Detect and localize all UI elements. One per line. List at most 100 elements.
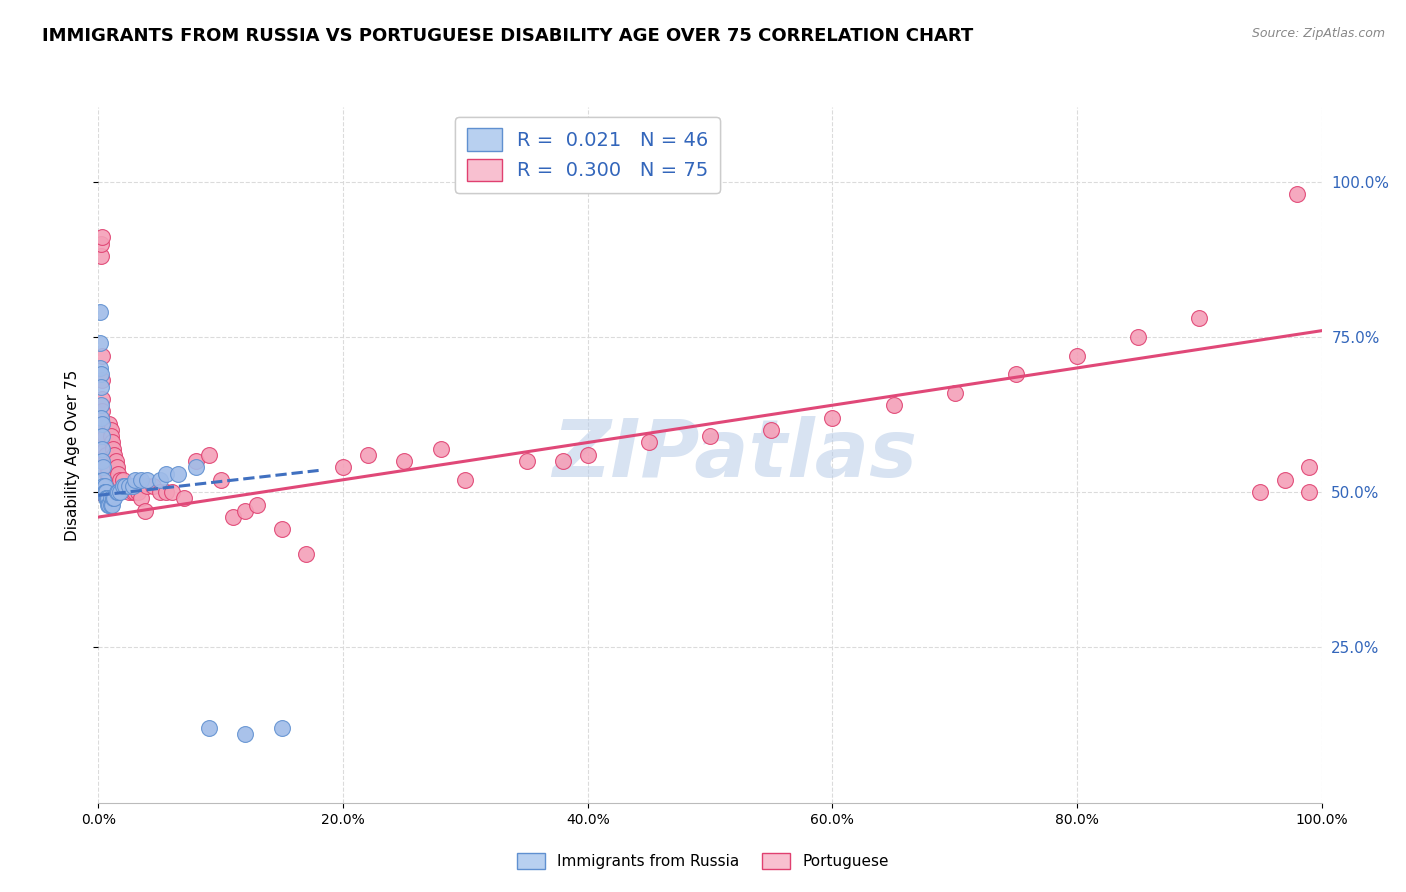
Point xyxy=(97,491,120,506)
Point xyxy=(1274,473,1296,487)
Point xyxy=(89,485,111,500)
Point xyxy=(90,410,112,425)
Point xyxy=(1004,367,1026,381)
Point xyxy=(98,498,121,512)
Point xyxy=(553,454,575,468)
Point xyxy=(97,467,120,481)
Y-axis label: Disability Age Over 75: Disability Age Over 75 xyxy=(65,369,80,541)
Point xyxy=(91,429,114,443)
Point xyxy=(167,467,190,481)
Point xyxy=(1298,485,1320,500)
Point xyxy=(96,491,118,506)
Point xyxy=(93,485,115,500)
Point xyxy=(136,479,159,493)
Point xyxy=(197,448,219,462)
Point xyxy=(103,491,125,506)
Text: ZIPatlas: ZIPatlas xyxy=(553,416,917,494)
Point xyxy=(246,498,269,512)
Point xyxy=(105,485,128,500)
Point xyxy=(270,523,294,537)
Point xyxy=(107,467,129,481)
Point xyxy=(89,305,111,319)
Point xyxy=(149,485,172,500)
Point xyxy=(100,498,122,512)
Point xyxy=(114,479,136,493)
Point xyxy=(110,473,132,487)
Point xyxy=(93,442,115,456)
Point xyxy=(101,491,124,506)
Point xyxy=(454,473,477,487)
Point xyxy=(1066,349,1088,363)
Point xyxy=(107,485,129,500)
Point xyxy=(136,473,159,487)
Point xyxy=(89,336,111,351)
Point xyxy=(91,460,114,475)
Point xyxy=(186,460,208,475)
Point xyxy=(118,479,141,493)
Point xyxy=(90,236,112,251)
Point xyxy=(392,454,416,468)
Point xyxy=(89,485,111,500)
Point xyxy=(121,479,143,493)
Point xyxy=(91,373,114,387)
Point xyxy=(90,485,112,500)
Point xyxy=(638,435,661,450)
Legend: Immigrants from Russia, Portuguese: Immigrants from Russia, Portuguese xyxy=(512,847,894,875)
Point xyxy=(233,727,256,741)
Point xyxy=(110,485,132,500)
Point xyxy=(96,491,118,506)
Point xyxy=(93,479,115,493)
Point xyxy=(821,410,844,425)
Point xyxy=(91,429,114,443)
Point xyxy=(103,448,125,462)
Point xyxy=(1286,187,1309,202)
Point xyxy=(104,454,127,468)
Point xyxy=(101,442,124,456)
Point xyxy=(699,429,721,443)
Point xyxy=(149,473,172,487)
Point xyxy=(1249,485,1271,500)
Point xyxy=(576,448,599,462)
Point xyxy=(155,485,177,500)
Point xyxy=(96,467,118,481)
Point xyxy=(209,473,232,487)
Point xyxy=(173,491,195,506)
Text: Source: ZipAtlas.com: Source: ZipAtlas.com xyxy=(1251,27,1385,40)
Point xyxy=(222,510,245,524)
Point xyxy=(97,498,120,512)
Point xyxy=(96,460,118,475)
Point xyxy=(270,721,294,735)
Point xyxy=(1298,460,1320,475)
Point xyxy=(91,442,114,456)
Point xyxy=(91,230,114,244)
Point xyxy=(129,473,152,487)
Point xyxy=(90,398,112,412)
Point xyxy=(91,349,114,363)
Point xyxy=(98,417,121,431)
Point xyxy=(295,547,318,561)
Point xyxy=(142,479,165,493)
Point xyxy=(94,491,117,506)
Point xyxy=(89,361,111,376)
Point xyxy=(97,473,120,487)
Point xyxy=(101,435,124,450)
Point xyxy=(1128,330,1150,344)
Point xyxy=(94,448,117,462)
Point xyxy=(90,249,112,263)
Point xyxy=(94,454,117,468)
Point xyxy=(124,485,146,500)
Point xyxy=(91,454,114,468)
Point xyxy=(111,473,134,487)
Point xyxy=(233,504,256,518)
Point xyxy=(90,367,112,381)
Point xyxy=(94,485,117,500)
Point xyxy=(93,429,115,443)
Point xyxy=(105,460,128,475)
Point xyxy=(1188,311,1211,326)
Point xyxy=(186,454,208,468)
Point xyxy=(91,473,114,487)
Text: IMMIGRANTS FROM RUSSIA VS PORTUGUESE DISABILITY AGE OVER 75 CORRELATION CHART: IMMIGRANTS FROM RUSSIA VS PORTUGUESE DIS… xyxy=(42,27,973,45)
Point xyxy=(111,479,134,493)
Point xyxy=(114,479,136,493)
Point xyxy=(134,504,156,518)
